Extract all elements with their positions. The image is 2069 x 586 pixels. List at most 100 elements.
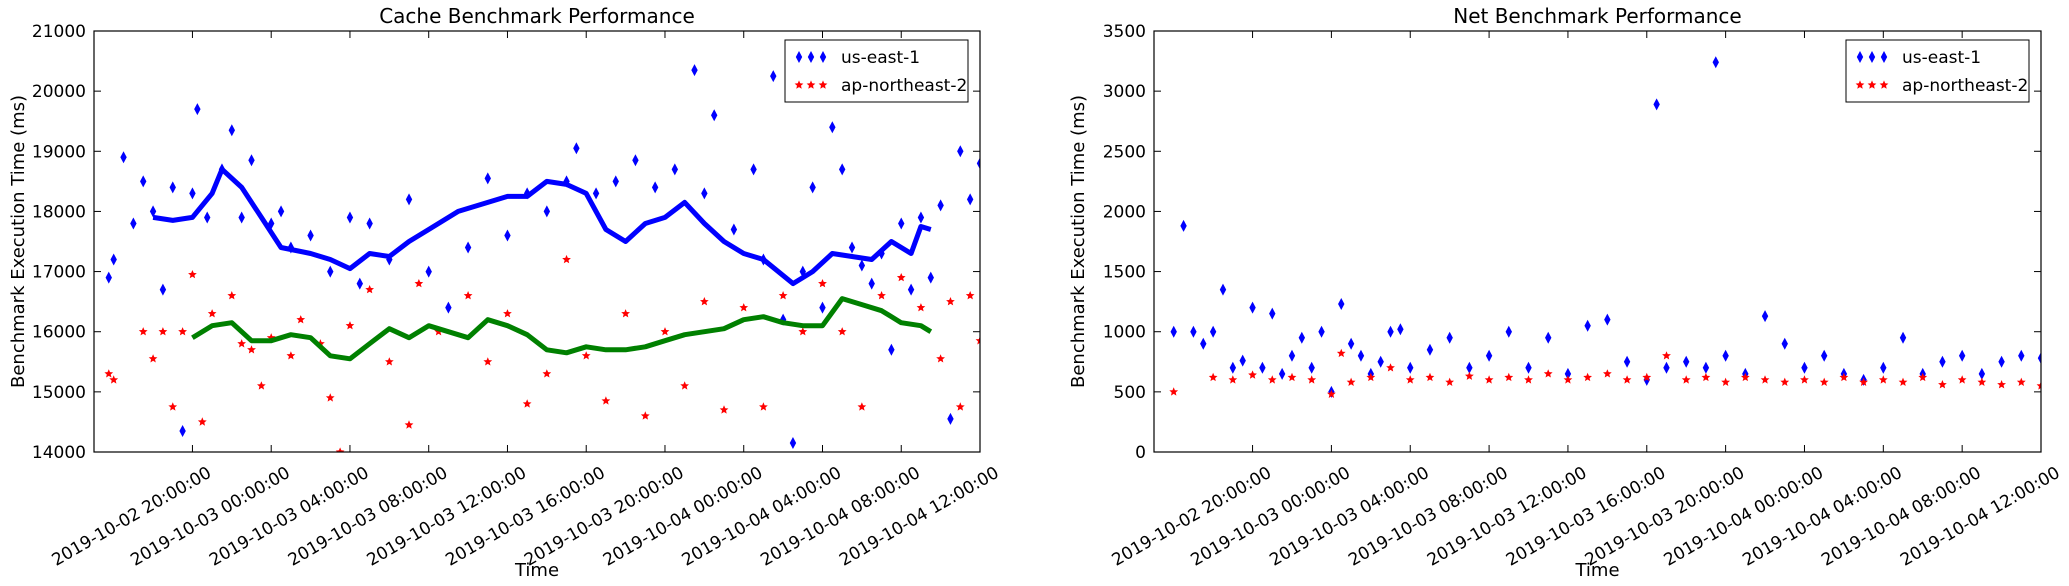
data-point bbox=[277, 205, 285, 218]
data-point bbox=[898, 217, 905, 230]
data-point bbox=[1405, 375, 1415, 384]
data-point bbox=[2036, 381, 2041, 390]
data-point bbox=[955, 402, 965, 411]
data-point bbox=[188, 270, 197, 279]
data-point bbox=[818, 279, 827, 288]
data-point bbox=[207, 309, 217, 318]
legend-marker bbox=[819, 51, 827, 63]
data-point bbox=[483, 357, 493, 366]
data-point bbox=[1978, 367, 1986, 380]
data-point bbox=[936, 354, 945, 363]
legend-marker bbox=[807, 51, 815, 63]
y-tick-label: 500 bbox=[1114, 383, 1146, 403]
data-point bbox=[937, 199, 944, 212]
data-point bbox=[148, 354, 158, 363]
data-point bbox=[916, 303, 926, 312]
y-tick-label: 20000 bbox=[32, 82, 86, 102]
y-tick-label: 17000 bbox=[32, 263, 86, 283]
data-point bbox=[1958, 349, 1966, 362]
data-point bbox=[592, 187, 600, 200]
data-point bbox=[543, 205, 551, 218]
data-point bbox=[257, 381, 266, 390]
data-point bbox=[1653, 98, 1660, 111]
legend-box bbox=[1845, 39, 2030, 103]
data-point bbox=[1208, 372, 1218, 382]
data-point bbox=[1998, 355, 2005, 368]
y-axis-label: Benchmark Execution Time (ms) bbox=[1068, 95, 1089, 388]
data-point bbox=[1898, 377, 1908, 386]
data-point bbox=[1287, 372, 1297, 382]
y-tick-label: 19000 bbox=[32, 142, 86, 162]
data-point bbox=[414, 279, 424, 288]
x-axis-label: Time bbox=[514, 560, 559, 581]
data-point bbox=[691, 64, 698, 77]
data-point bbox=[327, 265, 334, 278]
data-point bbox=[838, 163, 846, 176]
data-point bbox=[247, 345, 256, 354]
data-point bbox=[1563, 375, 1573, 384]
chart-title: Cache Benchmark Performance bbox=[379, 4, 695, 28]
data-point bbox=[1505, 325, 1512, 338]
data-point bbox=[660, 327, 670, 336]
data-point bbox=[158, 327, 168, 336]
data-point bbox=[1977, 377, 1987, 386]
y-axis-label: Benchmark Execution Time (ms) bbox=[8, 95, 29, 388]
data-point bbox=[169, 181, 176, 194]
data-point bbox=[1466, 361, 1473, 374]
data-point bbox=[1298, 331, 1306, 344]
data-point bbox=[1169, 387, 1179, 396]
data-point bbox=[463, 291, 473, 300]
data-point bbox=[1839, 372, 1849, 382]
data-point bbox=[109, 375, 119, 384]
data-point bbox=[1484, 375, 1494, 384]
data-point bbox=[503, 309, 512, 318]
data-point bbox=[799, 265, 806, 278]
data-point bbox=[640, 411, 650, 420]
data-point bbox=[730, 223, 738, 236]
data-point bbox=[1761, 310, 1769, 323]
data-point bbox=[325, 393, 335, 402]
legend-label: ap-northeast-2 bbox=[1902, 76, 2028, 96]
data-point bbox=[837, 327, 847, 336]
data-point bbox=[227, 291, 237, 300]
legend-marker bbox=[794, 80, 804, 89]
series-us-east-1 bbox=[1170, 56, 2041, 398]
data-point bbox=[1446, 331, 1453, 344]
data-point bbox=[1878, 375, 1888, 384]
data-point bbox=[612, 175, 619, 188]
data-point bbox=[1701, 372, 1711, 382]
series-ap-northeast-2 bbox=[1169, 348, 2041, 398]
data-point bbox=[1259, 361, 1266, 374]
data-point bbox=[1209, 325, 1217, 338]
data-point bbox=[138, 327, 148, 336]
data-point bbox=[365, 285, 374, 294]
data-point bbox=[1760, 375, 1770, 384]
data-point bbox=[1603, 369, 1612, 378]
data-point bbox=[159, 283, 167, 296]
data-point bbox=[829, 121, 836, 134]
y-tick-label: 1000 bbox=[1103, 323, 1146, 343]
data-point bbox=[1386, 363, 1395, 372]
data-point bbox=[425, 265, 432, 278]
data-point bbox=[1200, 337, 1207, 350]
y-tick-label: 3500 bbox=[1103, 22, 1146, 42]
data-point bbox=[927, 271, 934, 284]
data-point bbox=[1939, 355, 1946, 368]
data-point bbox=[335, 447, 345, 452]
data-point bbox=[1190, 325, 1197, 338]
legend-label: us-east-1 bbox=[841, 48, 920, 68]
y-tick-label: 1500 bbox=[1103, 263, 1146, 283]
data-point bbox=[1564, 367, 1572, 380]
legend-marker bbox=[1867, 80, 1877, 89]
data-point bbox=[1584, 319, 1591, 332]
data-point bbox=[1938, 380, 1947, 389]
data-point bbox=[286, 351, 296, 360]
legend-marker bbox=[806, 80, 816, 89]
data-point bbox=[238, 211, 245, 224]
data-point bbox=[1712, 56, 1719, 69]
data-point bbox=[105, 271, 112, 284]
data-point bbox=[168, 402, 178, 411]
data-point bbox=[750, 163, 757, 176]
data-point bbox=[809, 181, 816, 194]
